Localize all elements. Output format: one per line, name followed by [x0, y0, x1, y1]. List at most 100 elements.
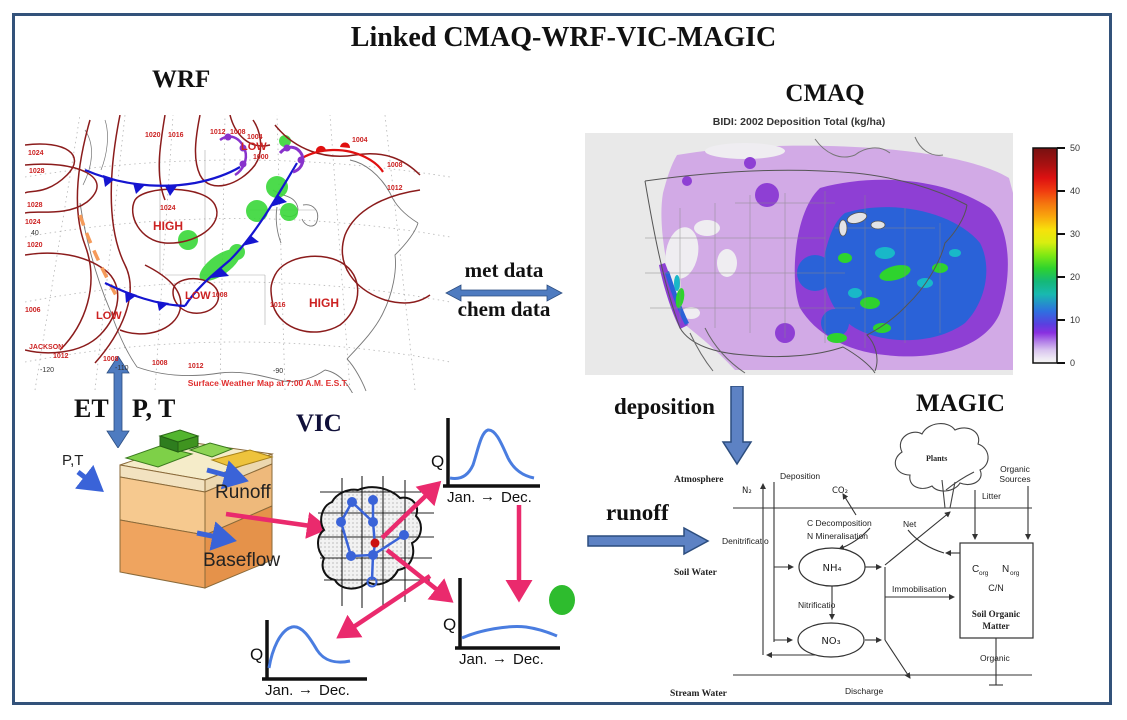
svg-text:1004: 1004	[352, 137, 368, 144]
wrf-map-caption: Surface Weather Map at 7:00 A.M. E.S.T.	[188, 378, 349, 388]
c-decomposition-label: C Decomposition	[807, 518, 872, 528]
vic-baseflow-label: Baseflow	[203, 550, 280, 571]
magic-panel-title: MAGIC	[916, 390, 1005, 417]
page-title: Linked CMAQ-WRF-VIC-MAGIC	[350, 22, 777, 53]
vic-pt-input-label: P,T	[62, 452, 83, 469]
state-lines	[645, 191, 941, 348]
q-axis-label: Q	[443, 615, 456, 634]
discharge-label: Discharge	[845, 686, 884, 696]
svg-text:-110: -110	[115, 365, 129, 372]
svg-text:-120: -120	[40, 367, 54, 374]
deposition-teal	[674, 247, 961, 298]
column-to-basin-arrow	[225, 511, 330, 539]
no3-pool-label: NO₃	[821, 636, 840, 647]
stream-water-label: Stream Water	[670, 689, 728, 699]
outlet-node	[370, 538, 380, 548]
litter-label: Litter	[982, 491, 1001, 501]
svg-text:40: 40	[1070, 186, 1080, 196]
svg-text:1016: 1016	[168, 132, 184, 139]
n-mineralisation-label: N Mineralisation	[807, 531, 868, 541]
wrf-weather-map: 1024 1028 1028 1024 1020 1006 JACKSON 10…	[25, 115, 450, 393]
svg-text:-90: -90	[273, 368, 283, 375]
q-axis-label: Q	[431, 452, 444, 471]
grid-nodes	[336, 495, 409, 588]
organic-sources-label-1: Organic	[1000, 464, 1031, 474]
soil-organic-matter-box	[959, 542, 1034, 639]
cold-fronts	[84, 162, 298, 311]
svg-text:1028: 1028	[27, 202, 43, 209]
dec-label: Dec.	[319, 682, 350, 699]
hydrograph-seasonal-3: Q Jan. → Dec.	[250, 620, 367, 699]
svg-text:0: 0	[1070, 358, 1075, 368]
svg-text:1012: 1012	[210, 129, 226, 136]
co2-label: CO₂	[832, 486, 848, 496]
watershed-basin	[317, 476, 434, 608]
svg-text:1012: 1012	[188, 363, 204, 370]
hydrograph-seasonal-1: Q Jan. → Dec.	[431, 418, 540, 506]
jan-dec-arrow-icon: →	[492, 650, 507, 667]
runoff-label: runoff	[606, 500, 669, 525]
svg-text:1000: 1000	[253, 154, 269, 161]
soil-water-label: Soil Water	[674, 568, 718, 578]
dec-label: Dec.	[513, 651, 544, 668]
cmaq-panel-title: CMAQ	[785, 80, 865, 107]
svg-text:1024: 1024	[25, 219, 41, 226]
organic-flux-label: Organic	[980, 653, 1011, 663]
svg-text:1028: 1028	[29, 168, 45, 175]
et-label: ET	[74, 394, 109, 423]
som-label-1: Soil Organic	[972, 609, 1020, 619]
jan-label: Jan.	[447, 489, 475, 506]
svg-text:1004: 1004	[247, 134, 263, 141]
q-axis-label: Q	[250, 645, 263, 664]
svg-text:40: 40	[31, 230, 39, 237]
svg-text:1008: 1008	[152, 360, 168, 367]
coordinate-labels: 40 -120 -110 -90	[31, 230, 283, 375]
deposition-arrow	[721, 386, 753, 466]
cmaq-map-subtitle: BIDI: 2002 Deposition Total (kg/ha)	[712, 116, 886, 128]
deposition-node-label: Deposition	[780, 471, 820, 481]
wrf-panel-title: WRF	[152, 66, 211, 93]
magic-model-diagram: Plants Atmosphere Soil Water Stream Wate…	[670, 423, 1034, 699]
runoff-arrow	[587, 526, 710, 556]
hydrograph-seasonal-2: Q Jan. → Dec.	[443, 578, 560, 668]
norg-sub: org	[1010, 570, 1020, 577]
dec-label: Dec.	[501, 489, 532, 506]
svg-text:1016: 1016	[270, 302, 286, 309]
svg-text:20: 20	[1070, 272, 1080, 282]
deposition-label: deposition	[614, 394, 715, 419]
n2-label: N₂	[742, 486, 752, 496]
trough-line	[78, 214, 119, 298]
et-pt-arrow	[106, 356, 130, 448]
nh4-pool-label: NH₄	[822, 563, 841, 574]
jan-label: Jan.	[459, 651, 487, 668]
svg-text:JACKSON: JACKSON	[29, 344, 63, 351]
corg-sub: org	[979, 570, 989, 577]
vic-panel-title: VIC	[296, 410, 342, 437]
svg-text:LOW: LOW	[185, 290, 211, 302]
svg-text:LOW: LOW	[96, 310, 122, 322]
plants-tree	[894, 423, 989, 509]
vic-model-graphic: P,T Runoff Baseflow	[62, 418, 575, 699]
svg-text:30: 30	[1070, 229, 1080, 239]
met-data-label: met data	[464, 258, 544, 282]
soil-column	[119, 429, 274, 589]
norg-label: N	[1002, 564, 1009, 575]
met-chem-arrow	[445, 284, 563, 302]
jan-dec-arrow-icon: →	[298, 681, 313, 698]
atmosphere-label: Atmosphere	[674, 475, 723, 485]
denitrification-label: Denitrificatio	[722, 536, 769, 546]
cn-ratio-label: C/N	[988, 583, 1004, 593]
slide-border	[12, 13, 1112, 705]
graticule	[25, 115, 450, 391]
pressure-labels: 1024 1028 1028 1024 1020 1006 JACKSON 10…	[25, 129, 403, 370]
occluded-fronts	[219, 133, 305, 177]
routing-arrows	[336, 480, 533, 639]
cmaq-deposition-map	[585, 133, 1013, 375]
plants-label: Plants	[926, 454, 947, 463]
pt-input-arrow	[75, 464, 104, 493]
corg-label: C	[972, 564, 979, 575]
jan-dec-arrow-icon: →	[480, 488, 495, 505]
svg-text:1008: 1008	[103, 356, 119, 363]
som-label-2: Matter	[983, 621, 1010, 631]
